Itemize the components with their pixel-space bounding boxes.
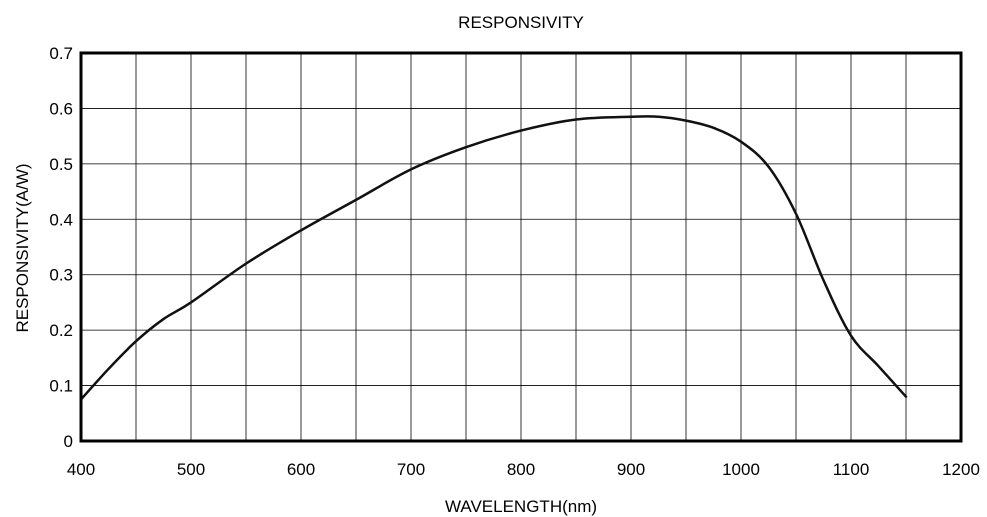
y-tick-label: 0.4 xyxy=(49,210,73,229)
x-tick-label: 900 xyxy=(617,460,645,479)
y-tick-label: 0.7 xyxy=(49,44,73,63)
series-layer xyxy=(79,115,908,401)
x-tick-label: 500 xyxy=(177,460,205,479)
x-tick-label: 700 xyxy=(397,460,425,479)
y-tick-label: 0.1 xyxy=(49,377,73,396)
x-tick-label: 1100 xyxy=(833,460,870,479)
y-tick-label: 0.6 xyxy=(49,99,73,118)
y-tick-label: 0.3 xyxy=(49,266,73,285)
y-tick-label: 0 xyxy=(64,432,73,451)
x-axis-title: WAVELENGTH(nm) xyxy=(445,497,597,516)
responsivity-line xyxy=(79,115,908,401)
x-tick-label: 1200 xyxy=(942,460,980,479)
x-tick-label: 400 xyxy=(67,460,95,479)
plot-frame xyxy=(79,51,963,443)
y-tick-labels: 0 0.1 0.2 0.3 0.4 0.5 0.6 0.7 xyxy=(49,44,73,451)
y-axis-title: RESPONSIVITY(A/W) xyxy=(13,163,32,332)
x-tick-label: 800 xyxy=(507,460,535,479)
grid xyxy=(81,53,961,441)
x-tick-label: 600 xyxy=(287,460,315,479)
x-tick-label: 1000 xyxy=(722,460,760,479)
y-tick-label: 0.5 xyxy=(49,155,73,174)
x-tick-labels: 400 500 600 700 800 900 1000 1100 1200 xyxy=(67,460,980,479)
chart-title: RESPONSIVITY xyxy=(458,13,584,32)
y-tick-label: 0.2 xyxy=(49,321,73,340)
